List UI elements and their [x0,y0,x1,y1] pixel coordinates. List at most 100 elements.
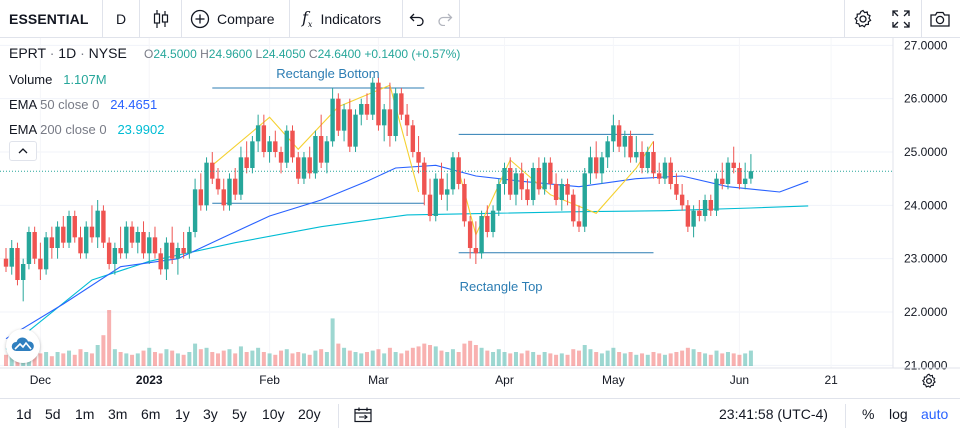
volume-bar [405,350,410,366]
interval-button[interactable]: D [103,0,139,38]
volume-bar [4,354,8,366]
price-tick-label: 22.0000 [904,305,948,319]
volume-bar [307,354,312,366]
log-scale-button[interactable]: log [889,406,908,422]
candle-body [49,237,55,248]
chart-type-button[interactable] [140,0,181,38]
candle-body [181,248,186,254]
candle-body [565,184,570,195]
candle-body [559,184,565,200]
candle-body [553,184,559,200]
percent-scale-button[interactable]: % [862,406,875,422]
range-5y-button[interactable]: 5y [232,406,247,422]
candle-body [78,237,83,254]
legend-ema50-row[interactable]: EMA 50 close 0 24.4651 [9,97,157,112]
range-3y-button[interactable]: 3y [203,406,218,422]
price-chart[interactable]: 24.6400 27.0000 26.0000 25.0000 24.0000 23.0… [0,38,960,398]
legend-volume-row[interactable]: Volume 1.107M [9,72,107,87]
volume-bar [319,349,324,366]
range-6m-button[interactable]: 6m [141,406,161,422]
clock[interactable]: 23:41:58 (UTC-4) [719,406,828,422]
range-5d-button[interactable]: 5d [45,406,61,422]
volume-bar [416,346,421,366]
candle-body [410,125,416,152]
volume-bar [588,349,593,366]
candle-body [336,98,341,131]
volume-bar [267,353,272,366]
volume-bar [634,354,639,366]
candle-body [439,178,444,195]
range-10y-button[interactable]: 10y [262,406,285,422]
volume-bar [112,349,117,366]
legend-ema200-row[interactable]: EMA 200 close 0 23.9902 [9,122,164,137]
range-3m-button[interactable]: 3m [108,406,128,422]
change-value: +0.1400 (+0.57%) [364,47,461,61]
candle-body [43,237,49,270]
candle-body [370,82,375,115]
volume-bar [193,343,198,366]
chart-pane[interactable]: 24.6400 27.0000 26.0000 25.0000 24.0000 23.0… [0,38,960,387]
volume-bar [216,353,221,366]
high-label: H [200,47,209,61]
range-1y-button[interactable]: 1y [175,406,190,422]
legend-collapse-button[interactable] [9,141,37,161]
volume-value: 1.107M [63,72,107,87]
candlesticks [3,77,754,302]
volume-bar [198,349,203,366]
compare-button[interactable]: Compare [182,0,289,38]
candle-body [748,171,754,179]
volume-bar [479,347,484,366]
volume-bar [691,349,696,366]
open-label: O [144,47,154,61]
candle-body [393,93,398,136]
settings-button[interactable] [845,0,881,38]
candle-body [278,152,284,163]
volume-bar [279,350,284,366]
logo-badge[interactable] [6,329,40,363]
auto-scale-button[interactable]: auto [921,406,949,422]
time-tick-label: Apr [495,373,514,387]
bottom-divider [845,404,846,428]
volume-bar [485,350,490,366]
volume-bar [508,353,513,366]
fullscreen-icon [892,10,910,28]
volume-bar [210,352,215,366]
volume-bar [124,353,129,366]
volume-bar [330,318,335,366]
candle-body [284,130,289,163]
range-20y-button[interactable]: 20y [298,406,321,422]
legend-exchange: NYSE [88,45,127,61]
candle-body [147,237,152,254]
fullscreen-button[interactable] [883,0,919,38]
range-1m-button[interactable]: 1m [75,406,95,422]
candle-body [124,226,129,254]
undo-button[interactable] [403,0,431,38]
candle-body [141,232,146,254]
candle-body [32,232,37,259]
range-1d-button[interactable]: 1d [16,406,32,422]
candle-body [169,242,175,259]
candle-body [72,216,77,238]
close-label: C [308,47,318,61]
volume-bar [565,354,570,366]
candle-body [175,248,181,259]
rectangle-drawings [212,87,654,254]
ema50-label: EMA [9,97,37,112]
low-label: L [255,47,263,61]
volume-bar [668,353,673,366]
volume-bar [697,352,702,366]
symbol-search[interactable]: ESSENTIAL [0,0,102,38]
volume-bar [645,354,650,366]
date-range-button[interactable] [352,405,374,425]
indicators-button[interactable]: fx Indicators [290,0,402,38]
redo-button[interactable] [431,0,459,38]
toolbar-divider [181,0,182,38]
screenshot-button[interactable] [922,0,958,38]
time-axis-settings-button[interactable] [916,370,942,392]
ema200-value: 23.9902 [117,122,165,137]
toolbar-divider [102,0,103,38]
candle-body [273,141,278,152]
candle-body [582,173,587,227]
legend-ticker[interactable]: EPRT [9,45,46,61]
volume-bar [703,353,708,366]
